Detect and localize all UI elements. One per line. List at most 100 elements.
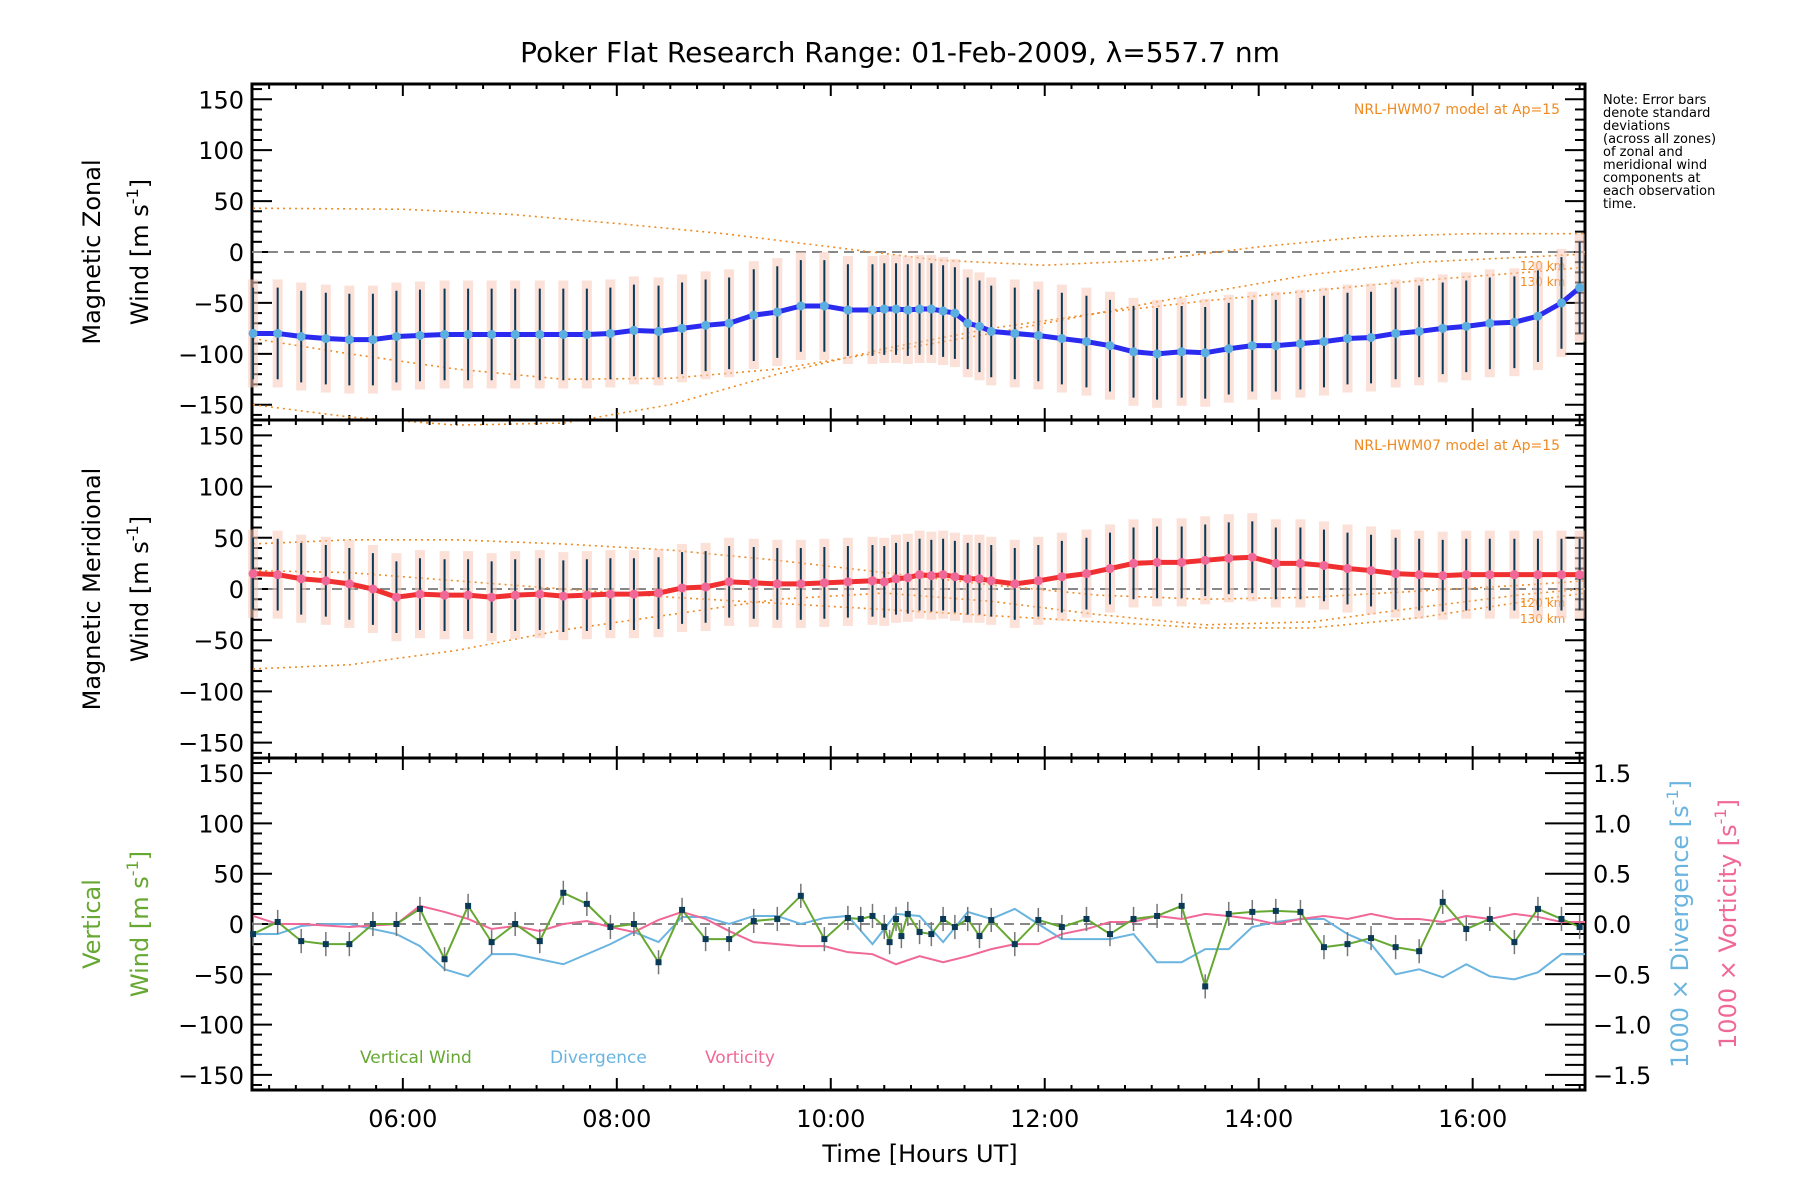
- data-point: [1342, 334, 1352, 344]
- data-point: [950, 308, 960, 318]
- data-point: [867, 305, 877, 315]
- y-tick-label: −150: [178, 392, 244, 420]
- vertical-wind-point: [951, 924, 958, 931]
- vertical-wind-point: [1272, 907, 1279, 914]
- data-point: [487, 592, 497, 602]
- vertical-wind-point: [679, 906, 686, 913]
- data-point: [415, 589, 425, 599]
- data-point: [1414, 326, 1424, 336]
- vertical-wind-point: [1439, 898, 1446, 905]
- data-point: [1438, 323, 1448, 333]
- data-point: [510, 329, 520, 339]
- data-point: [535, 589, 545, 599]
- vertical-wind-point: [630, 921, 637, 927]
- data-point: [1533, 570, 1543, 580]
- data-point: [344, 335, 354, 345]
- vertical-wind-point: [797, 892, 804, 899]
- vertical-wind-point: [441, 956, 448, 963]
- right-y-tick-label: 1.5: [1593, 760, 1631, 788]
- data-point: [1247, 341, 1257, 351]
- right-axis-label-divergence: 1000 × Divergence [s-1]: [1663, 780, 1694, 1068]
- data-point: [510, 590, 520, 600]
- data-point: [677, 583, 687, 593]
- vertical-wind-point: [346, 941, 353, 948]
- right-axis-label-vorticity: 1000 × Vorticity [s-1]: [1711, 799, 1742, 1049]
- data-point: [1081, 569, 1091, 579]
- vertical-wind-point: [1106, 931, 1113, 938]
- vertical-wind-point: [928, 931, 935, 938]
- data-point: [843, 305, 853, 315]
- vertical-wind-point: [940, 915, 947, 922]
- model-label: NRL-HWM07 model at Ap=15: [1354, 102, 1560, 118]
- data-point: [1200, 555, 1210, 565]
- error-bar-note: Note: Error bars denote standard deviati…: [1603, 93, 1717, 212]
- vertical-wind-point: [1534, 905, 1541, 912]
- data-point: [273, 570, 283, 580]
- vertical-wind-point: [1416, 948, 1423, 955]
- vertical-wind-point: [1154, 912, 1161, 919]
- model-curve-1: [253, 588, 1586, 670]
- vertical-wind-point: [844, 914, 851, 921]
- x-tick-label: 06:00: [368, 1105, 437, 1133]
- vertical-wind-point: [1297, 908, 1304, 915]
- data-point: [296, 574, 306, 584]
- y-tick-label: −50: [193, 961, 244, 989]
- data-point: [879, 577, 889, 587]
- data-point: [1177, 557, 1187, 567]
- y-tick-label: −50: [193, 290, 244, 318]
- vertical-wind-point: [465, 902, 472, 909]
- data-point: [1200, 348, 1210, 358]
- data-point: [796, 579, 806, 589]
- y-axis-label-line2: Wind [m s-1]: [123, 851, 154, 997]
- vertical-wind-point: [1511, 939, 1518, 946]
- data-point: [1461, 321, 1471, 331]
- data-point: [1295, 558, 1305, 568]
- data-point: [1391, 569, 1401, 579]
- vertical-wind-point: [821, 936, 828, 943]
- data-point: [558, 329, 568, 339]
- data-point: [1319, 337, 1329, 347]
- data-point: [1461, 570, 1471, 580]
- vertical-wind-point: [416, 905, 423, 912]
- data-point: [950, 572, 960, 582]
- data-point: [772, 579, 782, 589]
- data-point: [974, 321, 984, 331]
- data-point: [1105, 564, 1115, 574]
- data-point: [463, 590, 473, 600]
- data-point: [1057, 334, 1067, 344]
- right-y-tick-label: −1.5: [1593, 1062, 1651, 1090]
- data-point: [1533, 311, 1543, 321]
- data-point: [1033, 576, 1043, 586]
- model-alt-label: 130 km: [1520, 612, 1565, 626]
- data-point: [1438, 571, 1448, 581]
- y-tick-label: 0: [229, 239, 244, 267]
- data-point: [629, 589, 639, 599]
- data-point: [1105, 341, 1115, 351]
- model-label: NRL-HWM07 model at Ap=15: [1354, 438, 1560, 454]
- vertical-wind-point: [893, 915, 900, 922]
- data-point: [368, 335, 378, 345]
- legend-item: Divergence: [550, 1048, 647, 1068]
- vertical-wind-point: [1344, 941, 1351, 948]
- data-point: [296, 332, 306, 342]
- data-point: [440, 590, 450, 600]
- vertical-wind-point: [1486, 915, 1493, 922]
- y-axis-label-line1: Magnetic Zonal: [78, 159, 106, 344]
- y-tick-label: 100: [198, 810, 244, 838]
- data-point: [963, 574, 973, 584]
- vertical-wind-point: [1202, 983, 1209, 990]
- data-point: [1556, 570, 1566, 580]
- data-point: [926, 304, 936, 314]
- y-tick-label: 100: [198, 474, 244, 502]
- vertical-wind-point: [1058, 924, 1065, 931]
- data-point: [701, 582, 711, 592]
- vertical-wind-point: [393, 921, 400, 927]
- y-tick-label: 150: [198, 422, 244, 450]
- data-point: [1509, 570, 1519, 580]
- data-point: [1177, 347, 1187, 357]
- data-point: [772, 307, 782, 317]
- data-point: [903, 573, 913, 583]
- data-point: [535, 329, 545, 339]
- y-tick-label: −150: [178, 730, 244, 758]
- data-point: [1033, 330, 1043, 340]
